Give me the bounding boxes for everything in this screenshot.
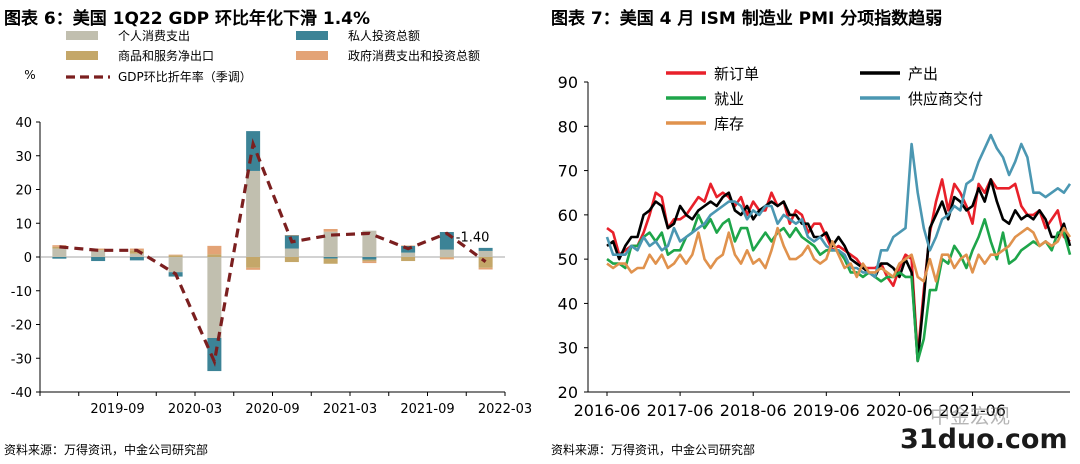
x-tick-label: 2022-03 <box>478 402 532 417</box>
chart-7-title: 图表 7：美国 4 月 ISM 制造业 PMI 分项指数趋弱 <box>551 9 943 29</box>
y-tick-label: -20 <box>11 319 32 334</box>
legend-label: 商品和服务净出口 <box>118 48 214 63</box>
x-tick-label: 2021-06 <box>939 401 1006 420</box>
bar-segment <box>246 257 261 268</box>
gdp-growth-line <box>59 138 487 368</box>
bar-segment <box>168 255 183 257</box>
bar-segment <box>168 254 183 256</box>
y-tick-label: 20 <box>558 383 578 402</box>
bar-segment <box>246 267 261 270</box>
chart-6-source: 资料来源：万得资讯，中金公司研究部 <box>4 443 209 457</box>
bar-segment <box>207 257 222 338</box>
bar-segment <box>478 257 493 268</box>
bar-segment <box>91 250 106 257</box>
bar-segment <box>323 228 338 232</box>
bar-segment <box>52 248 67 257</box>
legend-label: 新订单 <box>714 65 759 83</box>
bar-segment <box>207 245 222 255</box>
y-tick-label: 20 <box>15 184 32 199</box>
x-tick-label: 2020-06 <box>866 401 933 420</box>
series-line <box>606 178 1072 363</box>
bar-segment <box>439 257 454 260</box>
y-tick-label: 50 <box>558 250 578 269</box>
bar-segment <box>284 248 299 257</box>
gdp-contribution-chart: -40 -30 -20 -10 0 10 20 30 40% 2019-09 2020-03 2020… <box>11 28 532 417</box>
bar-segment <box>478 250 493 257</box>
series-line <box>606 178 1071 358</box>
x-tick-label: 2016-06 <box>574 401 641 420</box>
y-tick-label: 0 <box>24 251 32 266</box>
bar-segment <box>439 257 454 258</box>
bar-segment <box>478 267 493 270</box>
legend-label: GDP环比折年率（季调） <box>118 69 252 84</box>
bar-segment <box>129 253 144 257</box>
x-tick-label: 2017-06 <box>647 401 714 420</box>
bar-segment <box>323 231 338 257</box>
bar-segment <box>323 258 338 264</box>
ism-pmi-chart: 20 30 40 50 60 70 80 90 2016-06 2017-06 2018-06 201… <box>558 65 1072 420</box>
bar-segment <box>439 249 454 257</box>
x-tick-label: 2021-09 <box>400 402 454 417</box>
bar-segment <box>362 257 377 260</box>
legend-label: 私人投资总额 <box>348 28 420 43</box>
legend-swatch <box>296 31 328 40</box>
x-tick-label: 2020-09 <box>245 402 299 417</box>
series-line <box>606 226 1072 283</box>
chart-6-title: 图表 6：美国 1Q22 GDP 环比年化下滑 1.4% <box>4 9 371 29</box>
bar-segment <box>401 257 416 262</box>
x-tick-label: 2019-06 <box>793 401 860 420</box>
y-tick-label: 30 <box>15 150 32 165</box>
bar-segment <box>246 170 261 257</box>
bar-segment <box>284 257 299 263</box>
y-tick-label: -30 <box>11 352 32 367</box>
bar-segment <box>362 261 377 264</box>
legend-label: 供应商交付 <box>908 90 983 108</box>
x-tick-label: 2019-09 <box>90 402 144 417</box>
bar-segment <box>401 252 416 257</box>
y-tick-label: 40 <box>15 116 32 131</box>
y-tick-label: 30 <box>558 339 578 358</box>
y-tick-label: 10 <box>15 217 32 232</box>
legend-swatch <box>66 31 98 40</box>
legend-label: 政府消费支出和投资总额 <box>348 48 480 63</box>
legend-label: 就业 <box>714 90 744 108</box>
legend-label: 库存 <box>714 115 744 133</box>
bar-segment <box>478 247 493 251</box>
y-tick-label: -10 <box>11 285 32 300</box>
bar-segment <box>362 259 377 262</box>
watermark-logo: 31duo.com <box>900 424 1068 455</box>
y-tick-label: 70 <box>558 162 578 181</box>
watermark-text: 中金宏观 <box>930 404 1010 428</box>
series-line <box>605 133 1072 279</box>
bar-segment <box>323 257 338 259</box>
bar-segment <box>129 257 144 261</box>
bar-segment <box>207 254 222 257</box>
bar-segment <box>168 257 183 273</box>
y-tick-label: 80 <box>558 117 578 136</box>
y-tick-label: 40 <box>558 294 578 313</box>
chart-7-source: 资料来源：万得资讯，中金公司研究部 <box>551 443 756 457</box>
y-tick-label: 90 <box>558 73 578 92</box>
y-tick-label: 60 <box>558 206 578 225</box>
bar-segment <box>401 245 416 247</box>
bar-segment <box>91 257 106 262</box>
bar-segment <box>246 131 261 171</box>
y-tick-label: -40 <box>11 386 32 401</box>
legend-label: 产出 <box>908 65 938 83</box>
y-axis-unit: % <box>24 68 35 82</box>
last-value-annotation: -1.40 <box>456 231 490 246</box>
legend-swatch <box>296 51 328 60</box>
bar-segment <box>52 245 67 247</box>
x-tick-label: 2020-03 <box>168 402 222 417</box>
bar-segment <box>284 235 299 236</box>
x-tick-label: 2018-06 <box>720 401 787 420</box>
legend-swatch <box>66 51 98 60</box>
bar-segment <box>362 230 377 257</box>
legend-label: 个人消费支出 <box>118 29 190 43</box>
x-tick-label: 2021-03 <box>323 402 377 417</box>
bar-segment <box>52 257 67 259</box>
